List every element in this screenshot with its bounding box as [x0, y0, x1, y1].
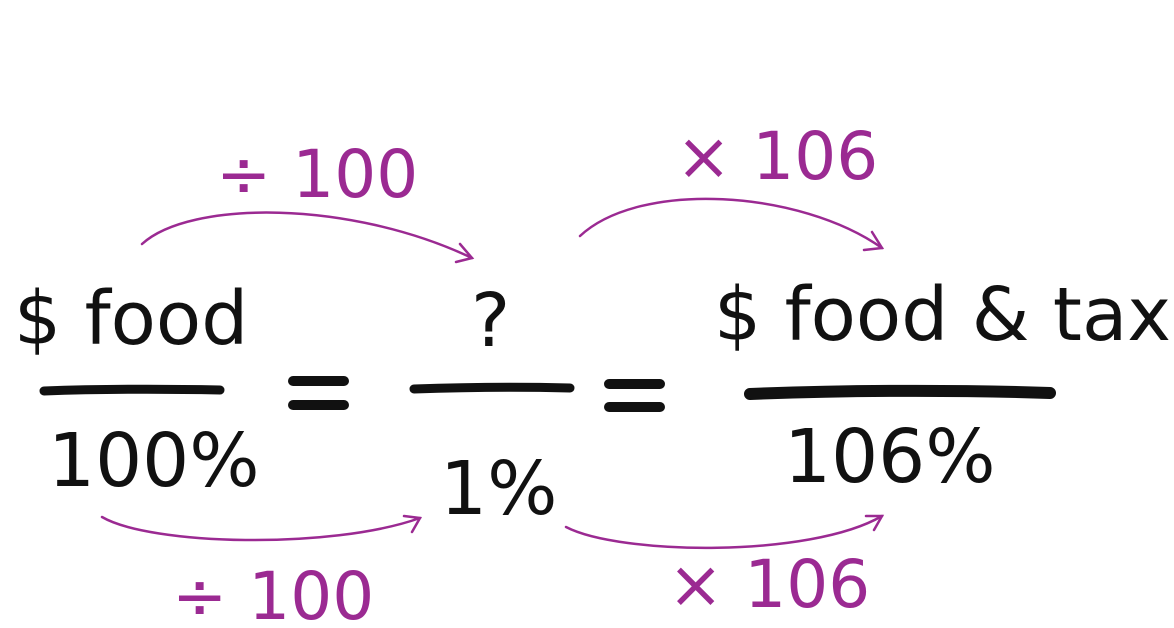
- arrow-top-left: [140, 211, 475, 264]
- fraction-bar-2: [409, 382, 575, 394]
- operation-top-left: ÷ 100: [216, 136, 419, 213]
- arrow-top-right: [578, 197, 885, 252]
- arrow-bottom-left: [100, 514, 423, 542]
- fraction-2-numerator: ?: [471, 278, 511, 364]
- equals-sign-1: [288, 376, 349, 410]
- fraction-bar-3: [744, 384, 1056, 400]
- operation-bottom-right: × 106: [668, 546, 871, 623]
- fraction-3-numerator: $ food & tax: [714, 272, 1172, 358]
- fraction-2-denominator: 1%: [440, 446, 558, 532]
- fraction-1-numerator: $ food: [14, 276, 249, 362]
- fraction-3-denominator: 106%: [784, 414, 996, 500]
- fraction-1-denominator: 100%: [48, 418, 260, 504]
- operation-bottom-left: ÷ 100: [172, 558, 375, 628]
- equals-sign-2: [604, 379, 665, 412]
- arrow-bottom-right: [564, 514, 885, 550]
- fraction-bar-1: [39, 384, 225, 396]
- operation-top-right: × 106: [676, 118, 879, 195]
